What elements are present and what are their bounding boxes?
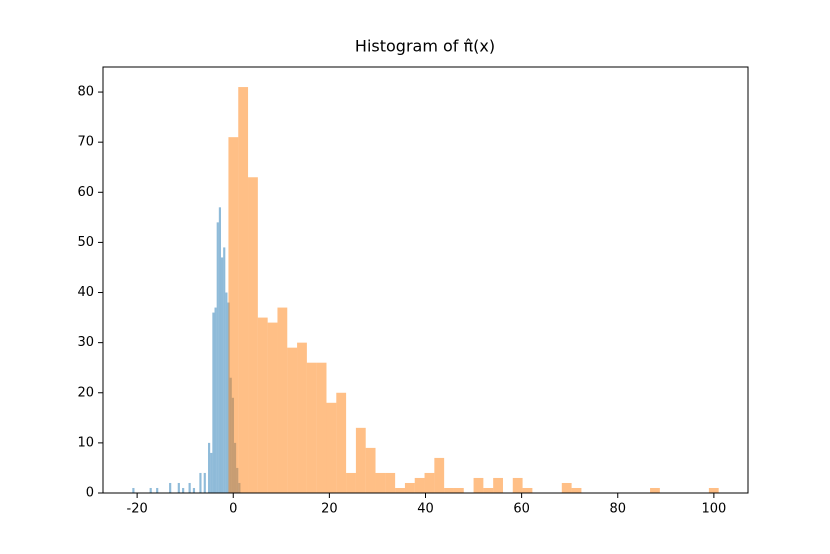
histogram-bar xyxy=(473,477,484,493)
y-tick-label: 40 xyxy=(77,285,94,300)
histogram-bar xyxy=(355,427,366,493)
histogram-bar xyxy=(188,482,191,493)
histogram-bar xyxy=(212,312,215,493)
bars xyxy=(132,87,719,494)
histogram-bar xyxy=(493,477,503,493)
y-tick-label: 10 xyxy=(77,435,94,450)
histogram-bar xyxy=(424,472,435,493)
chart-title: Histogram of π̂(x) xyxy=(355,37,495,56)
histogram-bar xyxy=(223,247,226,493)
histogram-bar xyxy=(267,322,278,493)
histogram-bar xyxy=(346,472,356,493)
y-tick-label: 30 xyxy=(77,335,94,350)
histogram-bar xyxy=(210,452,213,493)
y-tick-label: 50 xyxy=(77,235,94,250)
histogram-bar xyxy=(365,447,376,493)
histogram-bar xyxy=(708,487,719,493)
histogram-bar xyxy=(287,347,298,493)
histogram-bar xyxy=(238,87,249,493)
histogram-bar xyxy=(208,442,211,493)
histogram-bar xyxy=(650,487,660,493)
histogram-bar xyxy=(225,292,228,493)
histogram-bar xyxy=(512,477,523,493)
histogram-bar xyxy=(220,257,224,493)
histogram-bar xyxy=(453,487,464,493)
histogram-bar xyxy=(192,487,196,493)
histogram-bar xyxy=(444,487,454,493)
histogram-bar xyxy=(132,487,135,493)
histogram-bar xyxy=(483,487,494,493)
histogram-bar xyxy=(522,487,533,493)
histogram-bar xyxy=(434,457,445,493)
histogram-bar xyxy=(306,362,317,493)
histogram-bar xyxy=(203,472,206,493)
histogram-bar xyxy=(571,487,582,493)
histogram-bar xyxy=(414,477,425,493)
x-tick-label: 40 xyxy=(417,502,434,517)
histogram-bar xyxy=(182,487,185,493)
axes-frame xyxy=(102,66,749,494)
histogram-bar xyxy=(228,137,239,493)
histogram-bar xyxy=(169,482,172,493)
histogram-bar xyxy=(336,392,347,493)
histogram-bar xyxy=(375,472,386,493)
histogram-bar xyxy=(149,487,152,493)
x-tick-label: 0 xyxy=(229,502,237,517)
histogram-bar xyxy=(385,472,396,493)
y-tick-label: 80 xyxy=(77,85,94,100)
x-tick-label: -20 xyxy=(127,502,148,517)
histogram-bar xyxy=(561,482,572,493)
histogram-bar xyxy=(216,222,219,494)
histogram-bar xyxy=(218,207,221,493)
histogram-bar xyxy=(326,402,337,493)
histogram-bar xyxy=(297,342,307,493)
histogram-bar xyxy=(395,487,405,493)
y-tick-label: 20 xyxy=(77,385,94,400)
x-tick-label: 60 xyxy=(513,502,530,517)
histogram-bar xyxy=(214,307,217,493)
histogram-bar xyxy=(199,472,202,493)
histogram-bar xyxy=(177,482,180,493)
histogram-bar xyxy=(156,487,159,493)
histogram-bar xyxy=(277,307,288,493)
histogram-bar xyxy=(316,362,327,493)
histogram-bar xyxy=(404,482,415,493)
y-tick-label: 0 xyxy=(86,486,94,501)
x-tick-label: 80 xyxy=(609,502,626,517)
y-tick-label: 60 xyxy=(77,185,94,200)
y-tick-label: 70 xyxy=(77,135,94,150)
histogram-bar xyxy=(248,177,258,493)
x-tick-label: 100 xyxy=(701,502,726,517)
x-tick-label: 20 xyxy=(321,502,338,517)
histogram-bar xyxy=(257,317,268,493)
